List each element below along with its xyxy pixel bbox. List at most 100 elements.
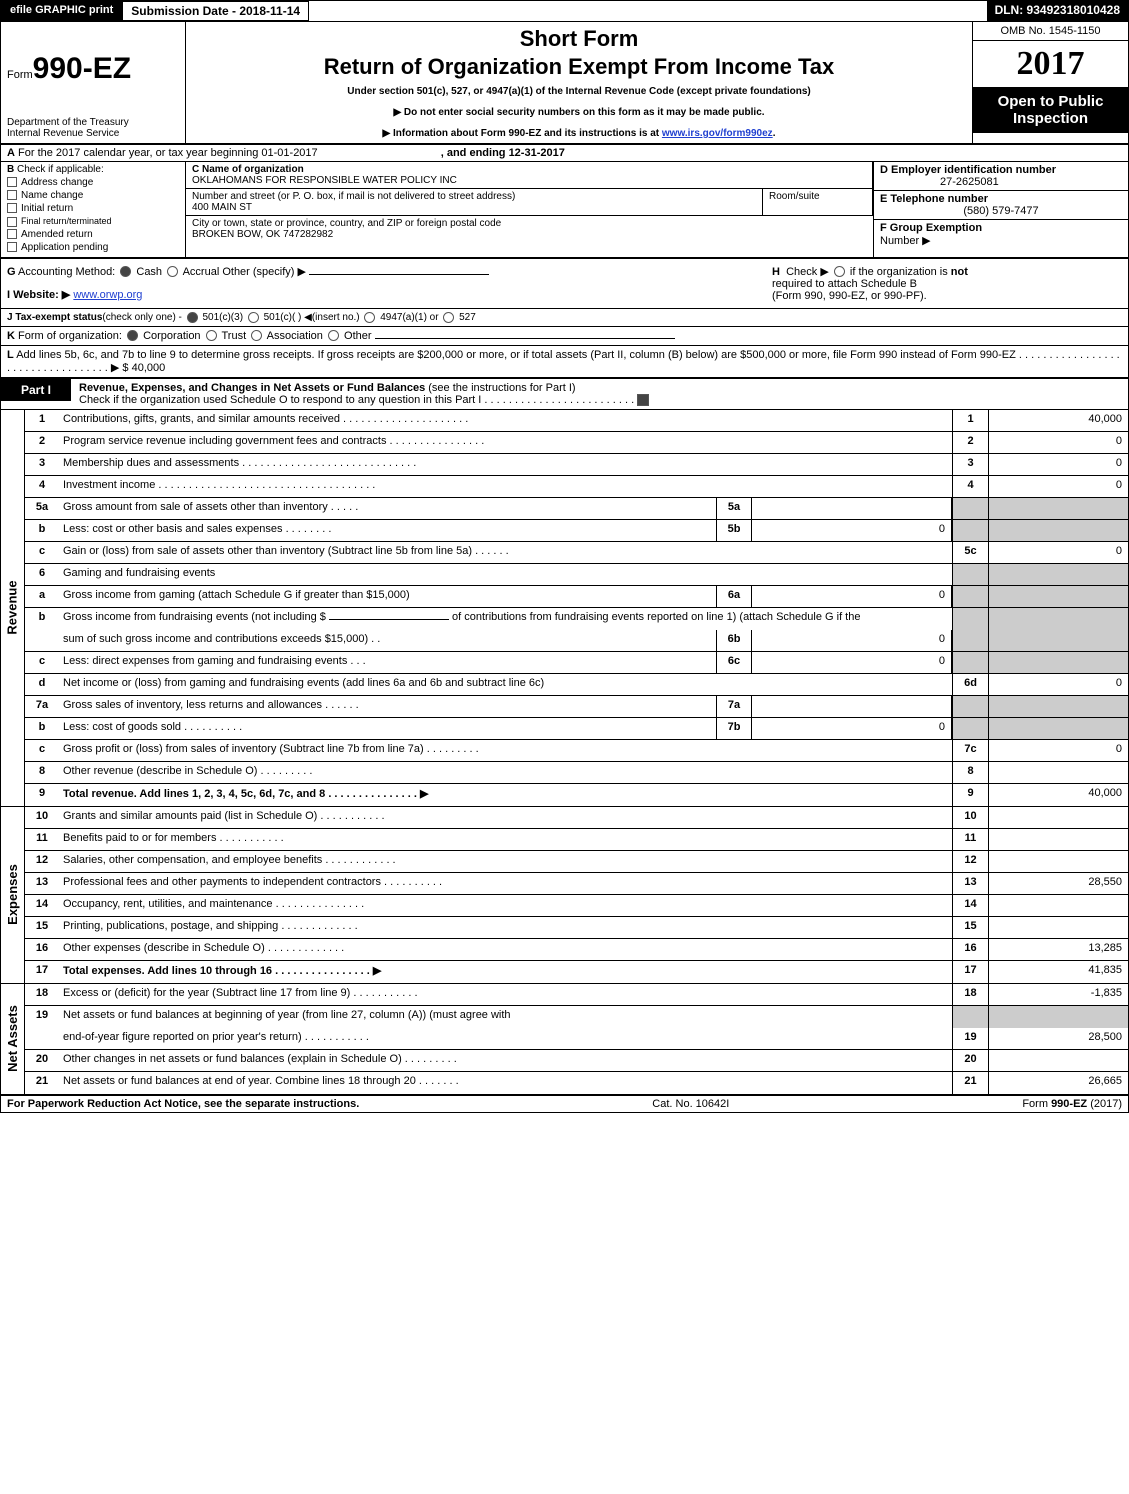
irs-link[interactable]: www.irs.gov/form990ez bbox=[662, 128, 773, 139]
label-city: City or town, state or province, country… bbox=[192, 218, 867, 229]
form-number: Form990-EZ bbox=[1, 22, 185, 86]
line-6: 6Gaming and fundraising events bbox=[25, 564, 1128, 586]
catalog-number: Cat. No. 10642I bbox=[652, 1098, 729, 1110]
street-value: 400 MAIN ST bbox=[192, 202, 756, 213]
line-15: 15Printing, publications, postage, and s… bbox=[25, 917, 1128, 939]
line-6d: dNet income or (loss) from gaming and fu… bbox=[25, 674, 1128, 696]
label-f-group: F Group Exemption bbox=[880, 222, 982, 234]
checkbox-icon bbox=[7, 177, 17, 187]
line-13: 13Professional fees and other payments t… bbox=[25, 873, 1128, 895]
checkbox-icon bbox=[7, 217, 17, 227]
tax-year: 2017 bbox=[973, 41, 1128, 87]
revenue-section: Revenue 1Contributions, gifts, grants, a… bbox=[1, 409, 1128, 806]
dln-label: DLN: 93492318010428 bbox=[987, 1, 1128, 21]
under-section: Under section 501(c), 527, or 4947(a)(1)… bbox=[347, 86, 810, 97]
line-18: 18Excess or (deficit) for the year (Subt… bbox=[25, 984, 1128, 1006]
header-right: OMB No. 1545-1150 2017 Open to Public In… bbox=[973, 22, 1128, 143]
page-footer: For Paperwork Reduction Act Notice, see … bbox=[1, 1094, 1128, 1112]
topbar: efile GRAPHIC print Submission Date - 20… bbox=[1, 1, 1128, 21]
radio-h-check[interactable] bbox=[834, 266, 845, 277]
line-1: 1Contributions, gifts, grants, and simil… bbox=[25, 410, 1128, 432]
chk-initial-return[interactable]: Initial return bbox=[7, 203, 179, 214]
website-link[interactable]: www.orwp.org bbox=[73, 289, 142, 301]
line-h: H Check ▶ if the organization is not req… bbox=[772, 265, 1122, 302]
department-line: Department of the Treasury Internal Reve… bbox=[1, 117, 185, 143]
line-9: 9Total revenue. Add lines 1, 2, 3, 4, 5c… bbox=[25, 784, 1128, 806]
line-7b: bLess: cost of goods sold . . . . . . . … bbox=[25, 718, 1128, 740]
short-form-title: Short Form bbox=[520, 26, 639, 52]
net-assets-vtab: Net Assets bbox=[1, 984, 25, 1094]
efile-print-button[interactable]: efile GRAPHIC print bbox=[1, 1, 122, 21]
label-a: A bbox=[7, 147, 15, 159]
form-prefix: Form bbox=[7, 69, 33, 81]
radio-501c[interactable] bbox=[248, 312, 259, 323]
line-6c: cLess: direct expenses from gaming and f… bbox=[25, 652, 1128, 674]
chk-application-pending[interactable]: Application pending bbox=[7, 242, 179, 253]
label-e-phone: E Telephone number bbox=[880, 193, 988, 205]
org-name: OKLAHOMANS FOR RESPONSIBLE WATER POLICY … bbox=[192, 175, 866, 186]
line-16: 16Other expenses (describe in Schedule O… bbox=[25, 939, 1128, 961]
radio-527[interactable] bbox=[443, 312, 454, 323]
form-page: efile GRAPHIC print Submission Date - 20… bbox=[0, 0, 1129, 1113]
line-6a: aGross income from gaming (attach Schedu… bbox=[25, 586, 1128, 608]
label-street: Number and street (or P. O. box, if mail… bbox=[192, 191, 756, 202]
expenses-section: Expenses 10Grants and similar amounts pa… bbox=[1, 806, 1128, 983]
omb-number: OMB No. 1545-1150 bbox=[973, 22, 1128, 41]
phone-row: E Telephone number (580) 579-7477 bbox=[874, 191, 1128, 220]
header-middle: Short Form Return of Organization Exempt… bbox=[186, 22, 973, 143]
line-j-tax-exempt: J Tax-exempt status(check only one) - 50… bbox=[1, 308, 1128, 326]
section-bcdef: B Check if applicable: Address change Na… bbox=[1, 161, 1128, 257]
part-1-title: Revenue, Expenses, and Changes in Net As… bbox=[71, 379, 1128, 409]
line-4: 4Investment income . . . . . . . . . . .… bbox=[25, 476, 1128, 498]
line-3: 3Membership dues and assessments . . . .… bbox=[25, 454, 1128, 476]
line-7a: 7aGross sales of inventory, less returns… bbox=[25, 696, 1128, 718]
line-g-accounting: G Accounting Method: Cash Accrual Other … bbox=[7, 265, 772, 278]
checkbox-icon bbox=[7, 242, 17, 252]
section-ghi: G Accounting Method: Cash Accrual Other … bbox=[1, 257, 1128, 308]
label-f-number: Number ▶ bbox=[880, 235, 931, 247]
radio-trust[interactable] bbox=[206, 330, 217, 341]
expenses-vtab: Expenses bbox=[1, 807, 25, 983]
radio-association[interactable] bbox=[251, 330, 262, 341]
radio-4947[interactable] bbox=[364, 312, 375, 323]
line-2: 2Program service revenue including gover… bbox=[25, 432, 1128, 454]
ein-row: D Employer identification number 27-2625… bbox=[874, 162, 1128, 191]
label-room: Room/suite bbox=[769, 191, 866, 202]
tax-year-begin: For the 2017 calendar year, or tax year … bbox=[18, 147, 318, 159]
group-exemption-row: F Group Exemption Number ▶ bbox=[874, 220, 1128, 249]
line-5b: bLess: cost or other basis and sales exp… bbox=[25, 520, 1128, 542]
line-17: 17Total expenses. Add lines 10 through 1… bbox=[25, 961, 1128, 983]
line-5c: cGain or (loss) from sale of assets othe… bbox=[25, 542, 1128, 564]
line-21: 21Net assets or fund balances at end of … bbox=[25, 1072, 1128, 1094]
line-k-form-of-org: K Form of organization: Corporation Trus… bbox=[1, 326, 1128, 345]
city-value: BROKEN BOW, OK 747282982 bbox=[192, 229, 867, 240]
radio-accrual[interactable] bbox=[167, 266, 178, 277]
paperwork-notice: For Paperwork Reduction Act Notice, see … bbox=[7, 1098, 359, 1110]
line-10: 10Grants and similar amounts paid (list … bbox=[25, 807, 1128, 829]
radio-other-org[interactable] bbox=[328, 330, 339, 341]
radio-501c3[interactable] bbox=[187, 312, 198, 323]
revenue-vtab: Revenue bbox=[1, 410, 25, 806]
radio-corporation[interactable] bbox=[127, 330, 138, 341]
dept-treasury: Department of the Treasury bbox=[7, 117, 179, 128]
schedule-o-checkbox[interactable] bbox=[637, 394, 649, 406]
ein-value: 27-2625081 bbox=[940, 176, 999, 188]
chk-final-return[interactable]: Final return/terminated bbox=[7, 216, 179, 227]
checkbox-icon bbox=[7, 229, 17, 239]
chk-name-change[interactable]: Name change bbox=[7, 190, 179, 201]
warning-ssn: ▶ Do not enter social security numbers o… bbox=[393, 107, 764, 118]
form-990ez: 990-EZ bbox=[33, 52, 131, 85]
line-5a: 5aGross amount from sale of assets other… bbox=[25, 498, 1128, 520]
part-1-header: Part I Revenue, Expenses, and Changes in… bbox=[1, 377, 1128, 409]
radio-cash[interactable] bbox=[120, 266, 131, 277]
city-cell: City or town, state or province, country… bbox=[186, 216, 873, 242]
chk-amended-return[interactable]: Amended return bbox=[7, 229, 179, 240]
line-i-website: I Website: ▶ www.orwp.org bbox=[7, 288, 772, 301]
line-12: 12Salaries, other compensation, and empl… bbox=[25, 851, 1128, 873]
chk-address-change[interactable]: Address change bbox=[7, 177, 179, 188]
line-19b: end-of-year figure reported on prior yea… bbox=[25, 1028, 1128, 1050]
line-14: 14Occupancy, rent, utilities, and mainte… bbox=[25, 895, 1128, 917]
col-b-checkboxes: B Check if applicable: Address change Na… bbox=[1, 162, 186, 257]
label-d-ein: D Employer identification number bbox=[880, 164, 1056, 176]
line-20: 20Other changes in net assets or fund ba… bbox=[25, 1050, 1128, 1072]
